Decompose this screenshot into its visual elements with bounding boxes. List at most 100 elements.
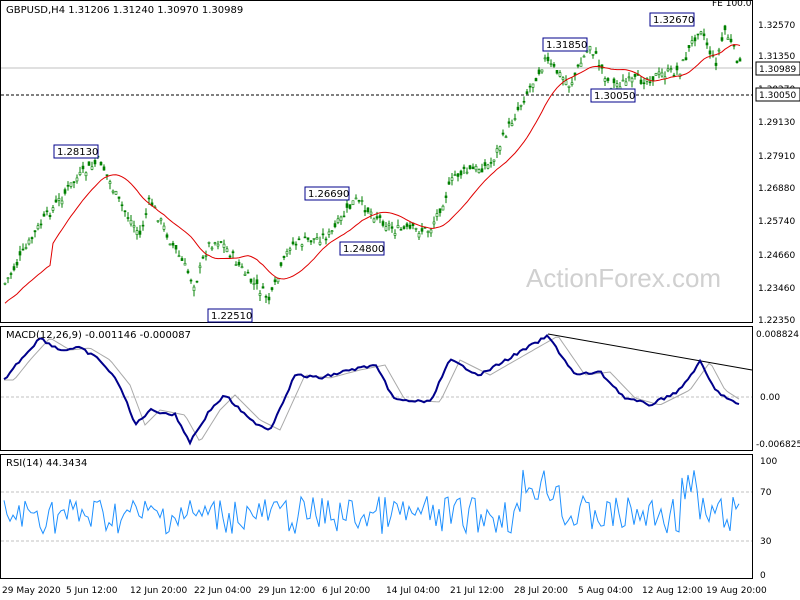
candle-body	[486, 164, 490, 169]
candle-body	[690, 40, 694, 44]
candle-body	[243, 273, 247, 276]
time-tick: 14 Jul 04:00	[386, 586, 440, 596]
candle-body	[654, 73, 658, 76]
svg-text:1.31850: 1.31850	[546, 40, 587, 51]
rsi-axis: 100 70 30 0	[760, 457, 777, 581]
candle-body	[240, 266, 244, 269]
watermark: ActionForex.com	[526, 263, 721, 293]
candle-body	[561, 77, 565, 80]
candle-body	[669, 68, 673, 71]
svg-text:1.32670: 1.32670	[653, 15, 694, 26]
macd-trendline	[547, 333, 753, 371]
candle-body	[6, 277, 10, 280]
price-tick: 1.22350	[758, 316, 795, 326]
candle-body	[24, 247, 28, 249]
candle-body	[462, 166, 466, 169]
macd-tick: -0.006825	[756, 440, 800, 450]
candle-body	[402, 226, 406, 229]
time-tick: 29 May 2020	[2, 586, 61, 596]
candle-body	[633, 74, 637, 77]
time-tick: 12 Jun 20:00	[130, 586, 187, 596]
candle-body	[510, 123, 514, 126]
candle-body	[708, 50, 712, 55]
candle-body	[318, 241, 322, 245]
candle-body	[33, 230, 37, 233]
candle-body	[546, 56, 550, 62]
candle-body	[57, 197, 61, 201]
candle-body	[144, 213, 148, 215]
candle-body	[579, 62, 583, 67]
candle-body	[54, 199, 58, 203]
candle-body	[438, 208, 442, 214]
time-tick: 6 Jul 20:00	[322, 586, 371, 596]
candle-body	[252, 283, 256, 285]
time-tick: 5 Jun 12:00	[66, 586, 118, 596]
candle-body	[687, 45, 691, 49]
svg-text:1.30050: 1.30050	[594, 91, 635, 102]
candle-body	[363, 210, 367, 213]
candle-body	[696, 33, 700, 36]
candle-body	[129, 219, 133, 225]
candle-body	[231, 251, 235, 254]
candle-body	[99, 161, 103, 166]
candle-body	[207, 242, 211, 244]
candle-body	[168, 243, 172, 246]
candle-body	[405, 223, 409, 227]
candle-body	[666, 68, 670, 72]
candle-body	[627, 76, 631, 79]
candle-body	[615, 83, 619, 87]
candle-body	[189, 279, 193, 282]
candle-body	[171, 242, 175, 246]
candle-body	[225, 248, 229, 253]
candle-body	[651, 76, 655, 81]
macd-panel-frame	[0, 326, 753, 451]
candle-body	[492, 159, 496, 162]
candle-body	[324, 238, 328, 241]
candle-body	[525, 91, 529, 94]
time-tick: 28 Jul 20:00	[514, 586, 568, 596]
candle-body	[123, 210, 127, 213]
candle-body	[84, 172, 88, 177]
candle-body	[87, 161, 91, 166]
candle-body	[321, 233, 325, 236]
candle-body	[174, 245, 178, 250]
candle-body	[90, 166, 94, 170]
candle-body	[267, 296, 271, 301]
candle-body	[249, 278, 253, 283]
candle-body	[414, 227, 418, 230]
candle-body	[72, 181, 76, 183]
candle-body	[513, 118, 517, 120]
candle-body	[336, 218, 340, 223]
candle-body	[528, 85, 532, 88]
moving-average-line	[4, 44, 741, 304]
annotation-5: 1.31850	[542, 37, 588, 52]
candle-body	[417, 233, 421, 238]
candle-body	[426, 231, 430, 233]
candle-body	[465, 171, 469, 174]
time-tick: 5 Aug 04:00	[578, 586, 633, 596]
candle-body	[162, 225, 166, 230]
candle-body	[723, 25, 727, 31]
candle-body	[504, 136, 508, 138]
candle-body	[237, 261, 241, 266]
candle-body	[714, 62, 718, 66]
candle-body	[126, 217, 130, 219]
candle-body	[39, 223, 43, 226]
annotation-7: 1.32670	[649, 12, 695, 27]
svg-text:1.22510: 1.22510	[211, 311, 252, 322]
candle-body	[606, 78, 610, 81]
candle-body	[255, 279, 259, 284]
price-panel-frame	[0, 0, 753, 323]
candle-body	[285, 251, 289, 255]
candle-body	[537, 69, 541, 75]
candle-body	[312, 238, 316, 240]
candle-body	[441, 205, 445, 211]
candle-body	[342, 215, 346, 218]
macd-tick: 0.00	[760, 393, 780, 403]
candle-body	[309, 240, 313, 243]
candle-body	[567, 85, 571, 88]
candle-body	[702, 33, 706, 37]
candle-body	[75, 177, 79, 182]
candle-body	[552, 64, 556, 67]
candle-body	[327, 231, 331, 235]
